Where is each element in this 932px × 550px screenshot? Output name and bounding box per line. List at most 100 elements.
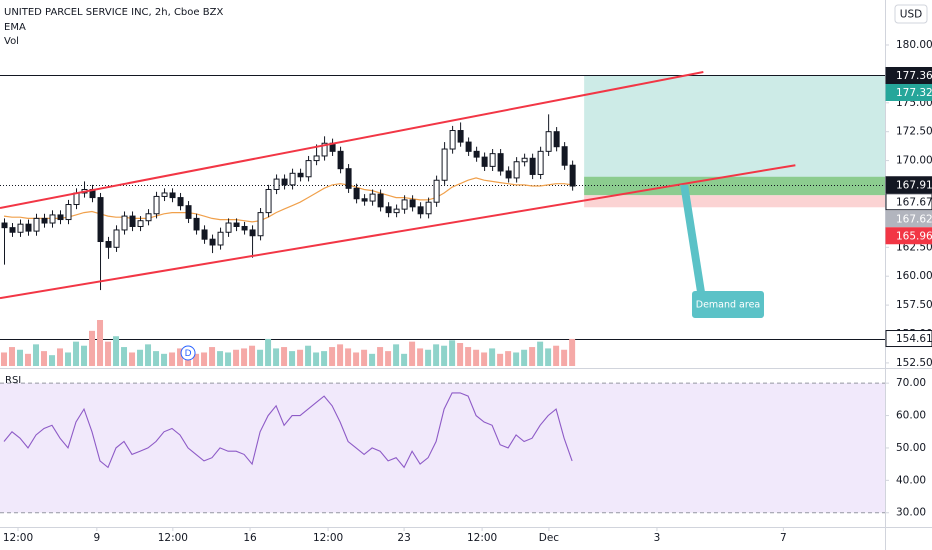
volume-bar bbox=[97, 320, 104, 366]
candle-body bbox=[145, 213, 152, 222]
price-tag bbox=[885, 210, 932, 228]
volume-bar bbox=[369, 353, 376, 366]
candle-body bbox=[17, 223, 24, 233]
candle-body bbox=[305, 160, 312, 178]
volume-bar bbox=[529, 347, 536, 366]
candle-body bbox=[177, 197, 184, 207]
volume-bar bbox=[313, 352, 320, 366]
volume-bar bbox=[73, 341, 80, 366]
candle-body bbox=[345, 168, 352, 189]
price-tag bbox=[885, 330, 932, 348]
volume-bar bbox=[89, 330, 96, 366]
price-tag-label: 167.67 bbox=[896, 196, 932, 208]
candle-body bbox=[545, 131, 552, 152]
candle-body bbox=[121, 215, 128, 231]
price-tag bbox=[885, 227, 932, 245]
volume-bar bbox=[9, 347, 16, 366]
volume-legend: Vol bbox=[4, 36, 19, 47]
candle-body bbox=[489, 153, 496, 167]
volume-bar bbox=[81, 345, 88, 366]
x-tick-label: 12:00 bbox=[158, 532, 188, 544]
volume-bar bbox=[137, 349, 144, 366]
volume-bar bbox=[225, 352, 232, 366]
volume-bar bbox=[33, 344, 40, 366]
price-tag bbox=[885, 176, 932, 194]
candle-body bbox=[273, 178, 280, 190]
volume-bar bbox=[537, 341, 544, 366]
candle-body bbox=[97, 197, 104, 243]
candle-body bbox=[409, 199, 416, 208]
volume-bar bbox=[169, 352, 176, 366]
volume-bar bbox=[49, 355, 56, 366]
x-tick-label: 3 bbox=[654, 532, 661, 544]
volume-bar bbox=[329, 347, 336, 366]
y-tick-label: 172.50 bbox=[896, 126, 932, 138]
volume-bar bbox=[505, 351, 512, 366]
volume-bar bbox=[145, 344, 152, 366]
currency-button[interactable] bbox=[894, 4, 928, 24]
volume-bar bbox=[473, 349, 480, 366]
candle-body bbox=[249, 229, 256, 237]
candle-body bbox=[33, 217, 40, 232]
price-tag-label: 165.96 bbox=[896, 230, 932, 242]
candle-body bbox=[473, 150, 480, 158]
candle-body bbox=[57, 214, 64, 221]
candle-body bbox=[241, 225, 248, 231]
candle-body bbox=[169, 192, 176, 199]
volume-bar bbox=[345, 348, 352, 366]
volume-bar bbox=[417, 348, 424, 366]
ema-legend: EMA bbox=[4, 22, 26, 33]
volume-bar bbox=[441, 345, 448, 366]
candle-body bbox=[41, 217, 48, 224]
volume-bar bbox=[377, 347, 384, 366]
x-tick-label: 7 bbox=[780, 532, 787, 544]
price-tag-label: 167.62 bbox=[896, 213, 932, 225]
candle-body bbox=[521, 157, 528, 163]
annotation-text: Demand area bbox=[696, 300, 761, 311]
zone bbox=[584, 75, 885, 185]
volume-bar bbox=[321, 351, 328, 366]
volume-bar bbox=[129, 352, 136, 366]
volume-bar bbox=[17, 349, 24, 366]
volume-bar bbox=[153, 351, 160, 366]
price-tag bbox=[885, 83, 932, 101]
candle-body bbox=[337, 150, 344, 170]
volume-bar bbox=[65, 352, 72, 366]
plot-layer: D Demand area bbox=[0, 71, 885, 469]
candle-body bbox=[529, 157, 536, 175]
volume-bar bbox=[241, 348, 248, 366]
candle-body bbox=[281, 178, 288, 186]
volume-bar bbox=[217, 351, 224, 366]
rsi-line bbox=[3, 392, 573, 469]
currency-label[interactable]: USD bbox=[900, 9, 922, 21]
rsi-y-tick-label: 40.00 bbox=[896, 474, 926, 486]
y-tick-label: 160.00 bbox=[896, 270, 932, 282]
candle-body bbox=[25, 223, 32, 232]
volume-bar bbox=[489, 348, 496, 366]
rsi-y-tick-label: 30.00 bbox=[896, 507, 926, 519]
candle-body bbox=[457, 130, 464, 143]
y-tick-label: 170.00 bbox=[896, 155, 932, 167]
x-tick-label: 12:00 bbox=[313, 532, 343, 544]
annotation-box bbox=[692, 291, 764, 318]
candle-body bbox=[113, 229, 120, 248]
y-tick-label: 157.50 bbox=[896, 299, 932, 311]
symbol-title: UNITED PARCEL SERVICE INC, 2h, Cboe BZX bbox=[4, 7, 223, 18]
volume-bar bbox=[521, 349, 528, 366]
candle-body bbox=[73, 192, 80, 206]
x-tick-label: 12:00 bbox=[467, 532, 497, 544]
candle-body bbox=[153, 195, 160, 215]
candle-body bbox=[1, 222, 8, 229]
price-tag-label: 154.61 bbox=[896, 333, 932, 345]
candle-body bbox=[401, 199, 408, 210]
x-tick-label: 23 bbox=[397, 532, 410, 544]
volume-bar bbox=[201, 352, 208, 366]
rsi-y-tick-label: 50.00 bbox=[896, 442, 926, 454]
volume-bar bbox=[305, 345, 312, 366]
volume-bar bbox=[265, 338, 272, 366]
event-marker bbox=[180, 345, 196, 361]
volume-bar bbox=[337, 344, 344, 366]
candle-body bbox=[417, 206, 424, 215]
candle-body bbox=[129, 215, 136, 227]
